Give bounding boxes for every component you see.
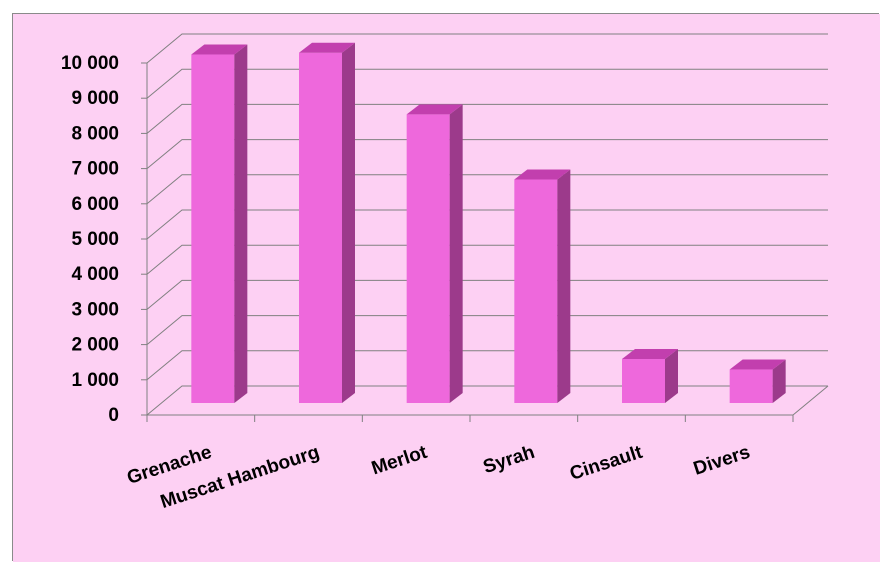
y-tick-label: 9 000 [71,88,119,109]
y-tick-label: 5 000 [71,229,119,250]
floor-edge [792,385,829,416]
bar-top [729,359,786,370]
gridline [146,279,828,310]
y-tick-label: 8 000 [71,123,119,144]
bar-front [622,359,665,403]
bar-side [342,42,355,403]
gridline [146,139,828,169]
gridline [146,350,828,381]
bar-side [772,359,786,403]
bar [729,359,786,403]
y-tick-label: 7 000 [71,159,119,180]
bar-side [234,44,248,404]
gridline [146,33,828,64]
y-tick-label: 2 000 [71,335,119,356]
bar-chart: 0 1 000 2 000 3 000 4 000 5 000 6 000 7 000 8 00… [13,14,880,562]
gridline [146,103,828,134]
bar [299,42,355,403]
bar-top [406,104,463,115]
y-axis-tick-labels: 0 1 000 2 000 3 000 4 000 5 000 6 000 7 000 8 00… [61,53,119,426]
bar [191,44,248,404]
gridlines [146,33,828,416]
gridline [146,174,828,205]
bar [622,349,678,403]
y-tick-label: 0 [108,405,119,426]
bar-top [191,44,248,55]
bars [191,42,786,404]
bar-front [729,369,773,403]
gridline [146,68,828,99]
y-tick-label: 4 000 [71,264,119,285]
gridline [146,315,828,345]
gridline [146,244,828,275]
gridline [146,385,828,416]
bar-top [299,42,355,53]
bar-top [514,169,571,180]
chart-area: 0 1 000 2 000 3 000 4 000 5 000 6 000 7 000 8 00… [12,13,880,562]
bar-front [299,52,342,403]
y-tick-label: 1 000 [71,370,119,391]
axes [141,62,829,422]
bar [406,104,463,404]
bar-front [514,179,558,403]
bar [514,169,571,403]
bar-side [665,349,678,403]
bar-front [191,54,235,404]
y-tick-label: 6 000 [71,194,119,215]
y-tick-label: 3 000 [71,299,119,320]
bar-top [622,349,678,359]
bar-front [406,114,450,404]
bar-side [449,104,463,404]
bar-side [557,169,571,403]
y-tick-label: 10 000 [61,53,119,74]
gridline [146,209,828,240]
